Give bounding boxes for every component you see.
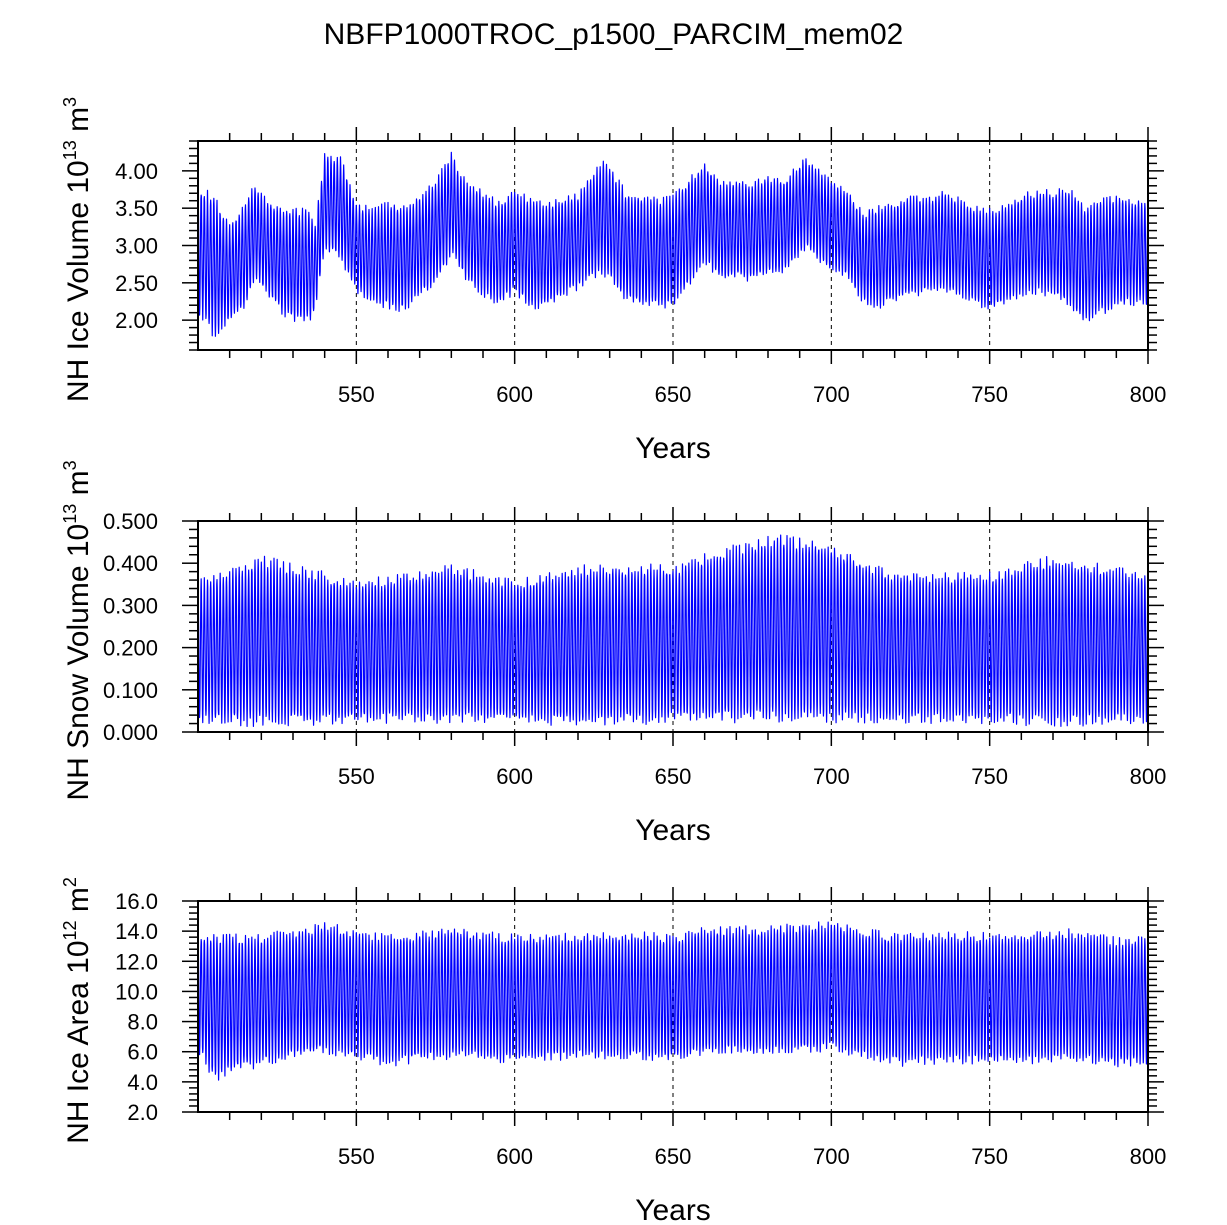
x-tick-label: 800 (1130, 1144, 1167, 1169)
y-tick-label: 16.0 (115, 889, 158, 914)
y-axis-label: NH Snow Volume 1013 m3 (60, 460, 95, 800)
y-tick-label: 0.200 (103, 636, 158, 661)
x-tick-label: 700 (813, 1144, 850, 1169)
x-tick-label: 650 (655, 1144, 692, 1169)
y-tick-label: 6.0 (127, 1040, 158, 1065)
figure-title: NBFP1000TROC_p1500_PARCIM_mem02 (323, 18, 904, 51)
x-axis-label: Years (635, 814, 711, 847)
chart-panel-1: 550 600 650 700 750 800 2.00 2.50 3.00 3.50 4.00 Ye… (60, 97, 1166, 465)
x-tick-label: 750 (971, 382, 1008, 407)
y-tick-label: 2.50 (115, 271, 158, 296)
data-series-line (197, 151, 1149, 337)
x-tick-label: 600 (496, 764, 533, 789)
y-tick-label: 4.0 (127, 1070, 158, 1095)
x-tick-label: 550 (338, 382, 375, 407)
x-tick-label: 550 (338, 764, 375, 789)
x-tick-label: 800 (1130, 764, 1167, 789)
x-tick-label: 800 (1130, 382, 1167, 407)
data-series-line (197, 921, 1149, 1081)
y-axis-label: NH Ice Volume 1013 m3 (60, 97, 95, 402)
x-tick-label: 700 (813, 382, 850, 407)
y-tick-label: 14.0 (115, 919, 158, 944)
y-axis-label: NH Ice Area 1012 m2 (60, 877, 95, 1144)
x-tick-label: 550 (338, 1144, 375, 1169)
y-tick-label: 12.0 (115, 949, 158, 974)
y-tick-label: 0.400 (103, 551, 158, 576)
x-tick-label: 650 (655, 764, 692, 789)
x-tick-label: 650 (655, 382, 692, 407)
data-series-line (197, 534, 1149, 728)
y-tick-label: 3.00 (115, 234, 158, 259)
y-tick-label: 2.00 (115, 308, 158, 333)
y-tick-label: 8.0 (127, 1010, 158, 1035)
y-tick-label: 4.00 (115, 159, 158, 184)
y-tick-label: 0.100 (103, 678, 158, 703)
x-tick-label: 750 (971, 1144, 1008, 1169)
y-tick-label: 0.000 (103, 720, 158, 745)
x-tick-label: 750 (971, 764, 1008, 789)
y-tick-label: 2.0 (127, 1100, 158, 1125)
x-axis-label: Years (635, 432, 711, 465)
y-tick-label: 0.500 (103, 509, 158, 534)
x-tick-label: 600 (496, 1144, 533, 1169)
y-tick-label: 3.50 (115, 196, 158, 221)
x-axis-label: Years (635, 1194, 711, 1225)
x-tick-label: 700 (813, 764, 850, 789)
y-tick-label: 0.300 (103, 593, 158, 618)
chart-panel-3: 550 600 650 700 750 800 2.0 4.0 6.0 8.0 10.0 12.0 14… (60, 877, 1166, 1225)
x-tick-label: 600 (496, 382, 533, 407)
chart-panel-2: 550 600 650 700 750 800 0.000 0.100 0.200 0.300 0.… (60, 460, 1166, 847)
y-tick-label: 10.0 (115, 979, 158, 1004)
